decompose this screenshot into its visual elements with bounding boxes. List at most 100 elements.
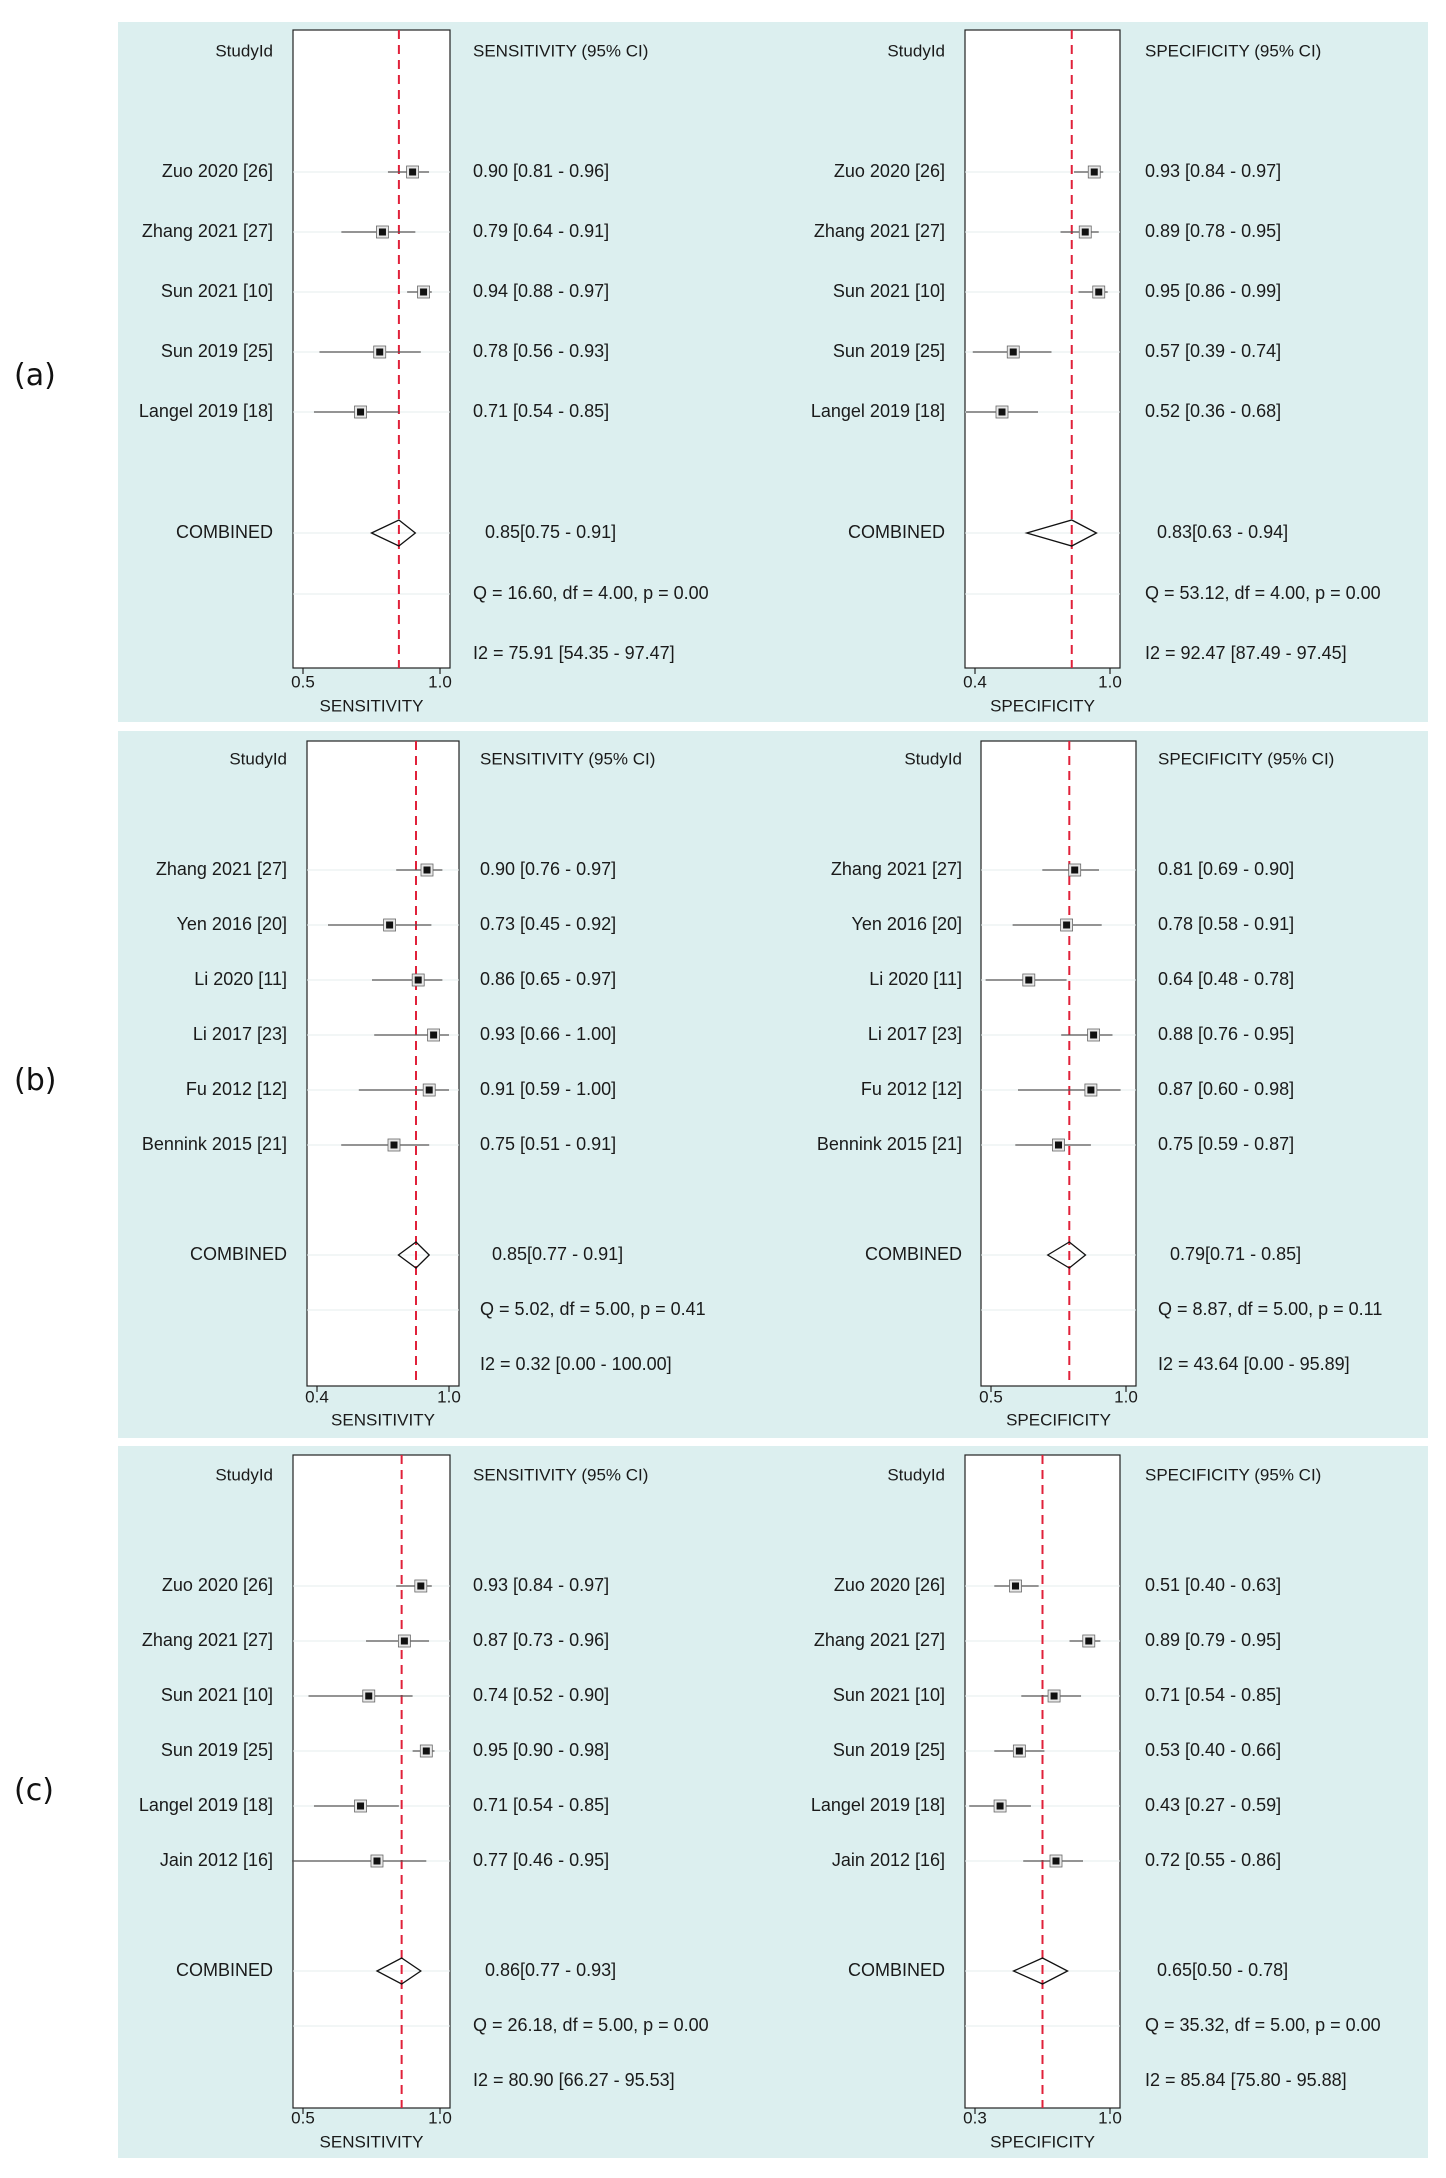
study-label: Li 2017 [23]	[868, 1024, 962, 1044]
study-label: Sun 2021 [10]	[833, 281, 945, 301]
study-point	[376, 348, 384, 356]
study-point	[386, 921, 394, 929]
study-estimate-text: 0.73 [0.45 - 0.92]	[480, 914, 616, 934]
study-label: Yen 2016 [20]	[177, 914, 287, 934]
x-tick-label: 1.0	[1098, 2108, 1122, 2127]
study-label: Jain 2012 [16]	[832, 1850, 945, 1870]
study-point	[425, 1086, 433, 1094]
forest-chart-1: StudyId SENSITIVITY (95% CI) Zuo 2020 [26]…	[139, 29, 709, 715]
study-point	[1095, 288, 1103, 296]
plot-area	[306, 740, 460, 1387]
study-estimate-text: 0.87 [0.73 - 0.96]	[473, 1630, 609, 1650]
study-estimate-text: 0.86 [0.65 - 0.97]	[480, 969, 616, 989]
plot-area	[964, 29, 1121, 669]
study-label: Zhang 2021 [27]	[814, 221, 945, 241]
study-point	[1012, 1582, 1019, 1590]
study-estimate-text: 0.95 [0.86 - 0.99]	[1145, 281, 1281, 301]
forest-chart-3: StudyId SENSITIVITY (95% CI) Zhang 2021 [2…	[142, 740, 706, 1429]
study-label: Langel 2019 [18]	[811, 1795, 945, 1815]
study-estimate-text: 0.93 [0.84 - 0.97]	[473, 1575, 609, 1595]
combined-label: COMBINED	[865, 1244, 962, 1264]
combined-diamond	[1011, 1957, 1069, 1985]
study-label: Zuo 2020 [26]	[834, 161, 945, 181]
study-point	[1081, 228, 1089, 236]
study-label: Langel 2019 [18]	[139, 1795, 273, 1815]
study-point	[1090, 168, 1098, 176]
study-estimate-text: 0.77 [0.46 - 0.95]	[473, 1850, 609, 1870]
x-tick-label: 0.4	[963, 672, 987, 691]
study-label: Li 2017 [23]	[193, 1024, 287, 1044]
q-statistic: Q = 53.12, df = 4.00, p = 0.00	[1145, 583, 1381, 603]
header-estimate: SPECIFICITY (95% CI)	[1145, 41, 1321, 60]
study-point	[1087, 1086, 1095, 1094]
study-estimate-text: 0.93 [0.66 - 1.00]	[480, 1024, 616, 1044]
study-point	[1015, 1747, 1023, 1755]
study-label: Zuo 2020 [26]	[162, 161, 273, 181]
study-label: Sun 2021 [10]	[833, 1685, 945, 1705]
study-label: Sun 2019 [25]	[161, 341, 273, 361]
study-point	[414, 976, 422, 984]
study-point	[420, 288, 428, 296]
study-point	[1063, 921, 1071, 929]
study-estimate-text: 0.75 [0.51 - 0.91]	[480, 1134, 616, 1154]
combined-estimate-text: 0.83[0.63 - 0.94]	[1157, 522, 1288, 542]
study-estimate-text: 0.87 [0.60 - 0.98]	[1158, 1079, 1294, 1099]
study-label: Sun 2021 [10]	[161, 1685, 273, 1705]
study-estimate-text: 0.52 [0.36 - 0.68]	[1145, 401, 1281, 421]
study-estimate-text: 0.71 [0.54 - 0.85]	[473, 1795, 609, 1815]
study-label: Zuo 2020 [26]	[834, 1575, 945, 1595]
study-point	[1090, 1031, 1098, 1039]
study-estimate-text: 0.72 [0.55 - 0.86]	[1145, 1850, 1281, 1870]
header-study-id: StudyId	[215, 1465, 273, 1484]
study-estimate-text: 0.90 [0.81 - 0.96]	[473, 161, 609, 181]
header-study-id: StudyId	[887, 41, 945, 60]
study-point	[1050, 1692, 1058, 1700]
header-estimate: SPECIFICITY (95% CI)	[1158, 749, 1334, 768]
study-label: Zhang 2021 [27]	[142, 1630, 273, 1650]
study-label: Sun 2019 [25]	[161, 1740, 273, 1760]
header-estimate: SENSITIVITY (95% CI)	[473, 41, 648, 60]
study-point	[1085, 1637, 1093, 1645]
study-estimate-text: 0.79 [0.64 - 0.91]	[473, 221, 609, 241]
i2-statistic: I2 = 43.64 [0.00 - 95.89]	[1158, 1354, 1350, 1374]
combined-estimate-text: 0.65[0.50 - 0.78]	[1157, 1960, 1288, 1980]
header-study-id: StudyId	[215, 41, 273, 60]
study-point	[373, 1857, 381, 1865]
study-point	[409, 168, 417, 176]
study-label: Zuo 2020 [26]	[162, 1575, 273, 1595]
study-label: Langel 2019 [18]	[811, 401, 945, 421]
header-study-id: StudyId	[904, 749, 962, 768]
header-study-id: StudyId	[887, 1465, 945, 1484]
study-label: Bennink 2015 [21]	[817, 1134, 962, 1154]
study-point	[400, 1637, 408, 1645]
study-point	[365, 1692, 373, 1700]
q-statistic: Q = 35.32, df = 5.00, p = 0.00	[1145, 2015, 1381, 2035]
x-tick-label: 1.0	[428, 2108, 452, 2127]
study-label: Zhang 2021 [27]	[156, 859, 287, 879]
study-label: Yen 2016 [20]	[852, 914, 962, 934]
plot-area	[980, 740, 1137, 1387]
x-tick-label: 1.0	[1114, 1387, 1138, 1406]
i2-statistic: I2 = 85.84 [75.80 - 95.88]	[1145, 2070, 1347, 2090]
x-tick-label: 0.3	[963, 2108, 987, 2127]
header-estimate: SPECIFICITY (95% CI)	[1145, 1465, 1321, 1484]
study-point	[357, 1802, 365, 1810]
study-estimate-text: 0.89 [0.79 - 0.95]	[1145, 1630, 1281, 1650]
study-estimate-text: 0.78 [0.56 - 0.93]	[473, 341, 609, 361]
study-estimate-text: 0.71 [0.54 - 0.85]	[1145, 1685, 1281, 1705]
study-point	[422, 1747, 430, 1755]
q-statistic: Q = 8.87, df = 5.00, p = 0.11	[1158, 1299, 1382, 1319]
study-point	[423, 866, 431, 874]
study-estimate-text: 0.89 [0.78 - 0.95]	[1145, 221, 1281, 241]
study-label: Zhang 2021 [27]	[142, 221, 273, 241]
combined-label: COMBINED	[848, 522, 945, 542]
x-axis-label: SPECIFICITY	[990, 2132, 1095, 2151]
combined-diamond	[375, 1957, 422, 1985]
study-point	[1009, 348, 1017, 356]
i2-statistic: I2 = 75.91 [54.35 - 97.47]	[473, 643, 675, 663]
q-statistic: Q = 5.02, df = 5.00, p = 0.41	[480, 1299, 706, 1319]
x-axis-label: SPECIFICITY	[990, 696, 1095, 715]
study-estimate-text: 0.95 [0.90 - 0.98]	[473, 1740, 609, 1760]
study-label: Sun 2019 [25]	[833, 341, 945, 361]
